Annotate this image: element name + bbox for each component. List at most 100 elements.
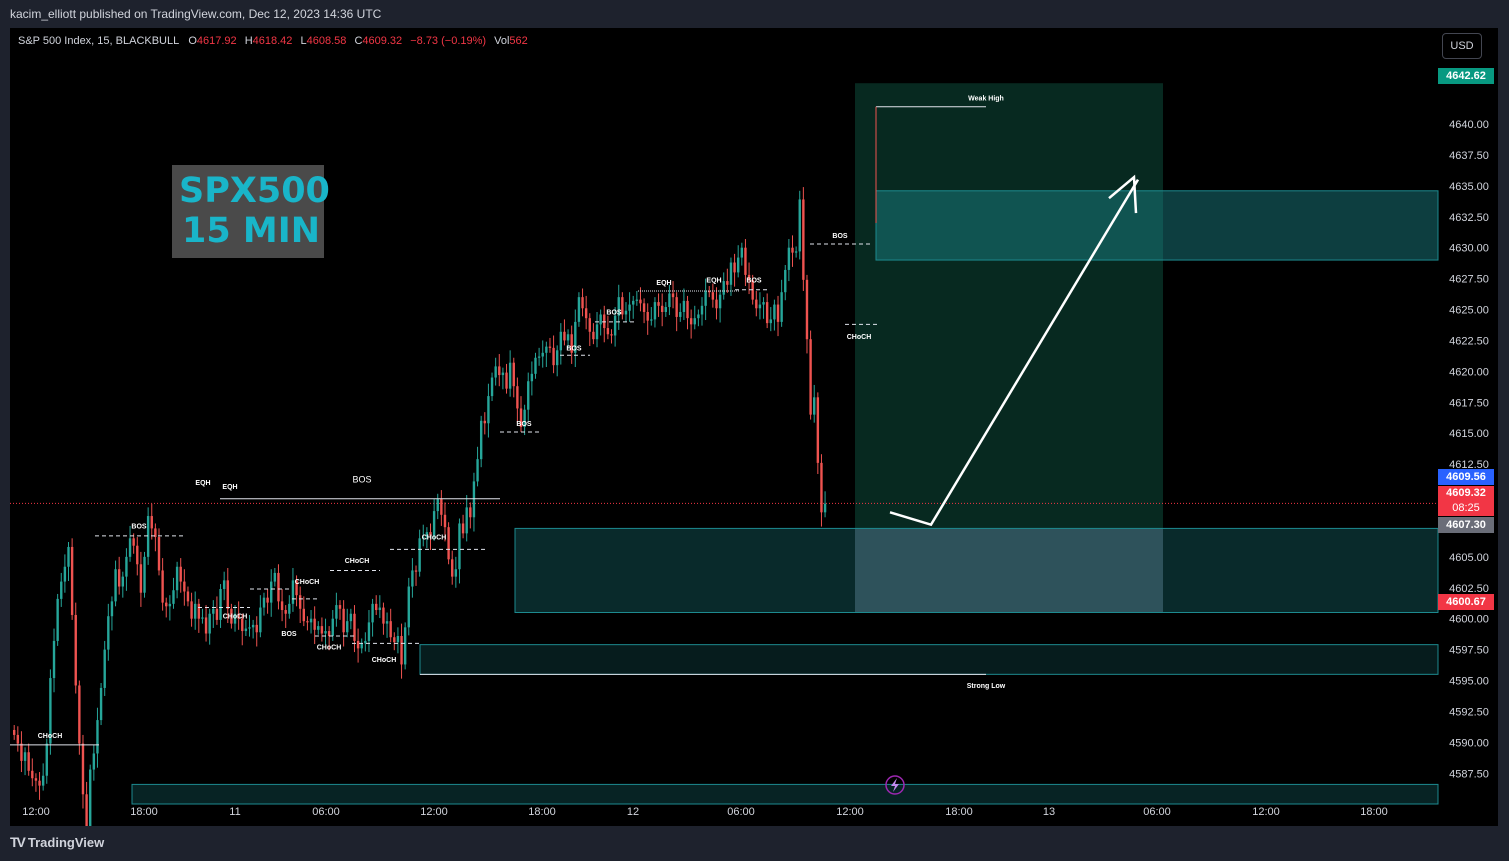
price-tag-red: 4600.67 [1438,594,1494,610]
candle [820,454,823,527]
candle-body [107,616,110,650]
open-label: O [188,35,197,47]
candle [248,614,251,637]
candle [635,290,639,306]
candle-body [461,523,465,534]
candle [186,586,190,607]
candle [34,773,38,792]
candle-body [331,618,334,636]
candle [461,514,465,539]
low-label: L [300,35,307,47]
candle-body [400,635,403,665]
candle-body [508,362,512,389]
candle [556,345,559,377]
candle [802,187,805,291]
candle [70,538,74,620]
candle [154,523,157,552]
candle-body [653,302,657,320]
candle-body [802,199,805,280]
candle [262,592,266,616]
candle [773,299,776,331]
x-tick-label: 06:00 [312,806,340,818]
candle [139,551,143,607]
candle-body [367,622,371,641]
y-tick-label: 4640.00 [1449,119,1489,131]
x-tick-label: 12 [627,806,639,818]
candle [559,323,563,365]
candle-body [280,601,284,611]
candle-body [700,305,704,315]
candle [479,415,483,468]
candle [530,361,534,396]
candle-body [121,576,124,587]
strong-low-label: Strong Low [967,683,1006,690]
candle-body [432,511,436,536]
candle-body [816,397,820,463]
candle [295,575,298,607]
candle [700,297,704,326]
candle [92,744,96,781]
x-tick-label: 18:00 [1360,806,1388,818]
candle-body [266,597,269,603]
candle-body [353,613,356,641]
candle [740,242,744,266]
candle-body [31,770,34,779]
candle [718,289,722,323]
candle-body [110,601,114,617]
candle-body [780,292,783,322]
candle [197,598,201,633]
candle-body [624,310,628,315]
bos-label: BOS [832,233,848,240]
candle-body [599,314,602,325]
candle [425,527,429,549]
price-tag-blue: 4609.56 [1438,469,1494,485]
x-tick-label: 18:00 [130,806,158,818]
candle [168,595,172,621]
timeframe-watermark: SPX500 15 MIN [172,165,330,258]
candle [660,293,664,327]
candle-body [396,635,400,643]
candle-body [664,307,667,312]
candle-body [16,734,20,744]
choch-label: CHoCH [295,579,320,586]
open-value: 4617.92 [196,35,237,47]
candle-body [411,570,414,587]
candle [114,560,117,607]
candle [150,503,153,540]
candle-body [63,566,67,582]
candle [396,627,400,654]
candle [204,605,208,642]
candle-body [820,462,823,513]
candle [201,608,204,624]
candle-body [364,640,367,644]
candle [465,495,468,542]
candle [476,446,479,487]
price-chart[interactable]: CHoCH BOS EQH EQH BOS CHoCH BOS CHoCH CHoCH CHoCH… [10,28,1498,826]
candle [143,551,146,598]
candle [501,367,505,390]
candle [288,595,291,619]
y-tick-label: 4627.50 [1449,274,1489,286]
currency-button[interactable]: USD [1442,33,1482,59]
candle [20,731,23,773]
candle-body [52,640,56,679]
candle [85,781,88,826]
candle-body [201,617,204,619]
candle-body [295,580,298,596]
candle-body [697,314,700,319]
candle [487,383,490,438]
footer: ΤV TradingView [0,826,1509,861]
candle-body [175,566,179,591]
candle [744,239,747,287]
candle-body [309,618,313,623]
candle-body [255,624,258,633]
chart-frame[interactable]: CHoCH BOS EQH EQH BOS CHoCH BOS CHoCH CHoCH CHoCH… [10,28,1498,826]
candle [389,608,392,643]
tradingview-logo[interactable]: ΤV TradingView [10,834,104,850]
candle [823,491,827,518]
candle-body [523,409,526,427]
bos-label: BOS [281,631,297,638]
candle-body [56,598,59,641]
y-tick-label: 4612.50 [1449,459,1489,471]
candle [324,618,327,645]
